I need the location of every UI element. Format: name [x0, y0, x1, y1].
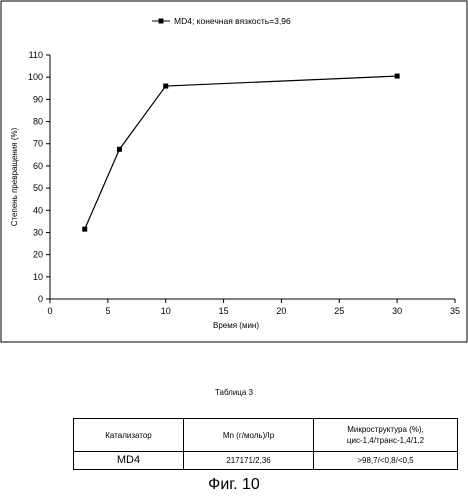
y-tick-label: 60	[33, 161, 43, 171]
y-tick-label: 20	[33, 250, 43, 260]
cell-microstructure: >98,7/<0,8/<0,5	[314, 452, 458, 470]
y-tick-label: 90	[33, 94, 43, 104]
results-table: Катализатор Mn (г/моль)/Ip Микроструктур…	[73, 418, 458, 470]
header-microstructure-line1: Микроструктура (%),	[317, 424, 454, 435]
header-catalyst: Катализатор	[74, 419, 184, 452]
y-tick-label: 10	[33, 272, 43, 282]
y-tick-label: 100	[28, 72, 43, 82]
y-axis-title: Степень превращения (%)	[10, 127, 19, 226]
y-tick-label: 110	[29, 50, 43, 60]
y-tick-label: 50	[33, 183, 43, 193]
x-tick-label: 30	[392, 306, 402, 316]
y-ticks: 0 10 20 30 40 50 60 70 80 90 100 110	[28, 50, 50, 304]
x-tick-label: 25	[334, 306, 344, 316]
y-tick-label: 0	[38, 294, 43, 304]
data-point	[395, 74, 400, 79]
header-microstructure-line2: цис-1,4/транс-1,4/1,2	[317, 435, 454, 446]
header-microstructure: Микроструктура (%), цис-1,4/транс-1,4/1,…	[314, 419, 458, 452]
data-point	[82, 227, 87, 232]
header-mn: Mn (г/моль)/Ip	[184, 419, 314, 452]
table-header-row: Катализатор Mn (г/моль)/Ip Микроструктур…	[74, 419, 458, 452]
conversion-chart: MD4; конечная вязкость=3,96 010203040506…	[0, 0, 468, 380]
cell-mn: 217171/2,36	[184, 452, 314, 470]
legend: MD4; конечная вязкость=3,96	[152, 16, 291, 26]
figure-caption: Фиг. 10	[0, 476, 468, 494]
x-tick-label: 10	[161, 306, 171, 316]
y-tick-label: 30	[33, 227, 43, 237]
chart-frame	[1, 1, 467, 342]
legend-label: MD4; конечная вязкость=3,96	[174, 16, 291, 26]
x-tick-label: 0	[47, 306, 52, 316]
y-tick-label: 70	[33, 139, 43, 149]
series-line	[85, 76, 397, 229]
series-points	[82, 74, 399, 232]
legend-marker	[159, 19, 164, 24]
x-axis-title: Время (мин)	[213, 321, 259, 330]
x-tick-label: 20	[276, 306, 286, 316]
y-tick-label: 80	[33, 117, 43, 127]
x-tick-label: 5	[105, 306, 110, 316]
y-tick-label: 40	[33, 205, 43, 215]
x-tick-label: 15	[219, 306, 229, 316]
data-point	[117, 147, 122, 152]
x-ticks: 0 5 10 15 20 25 30 35	[47, 299, 460, 316]
x-tick-label: 35	[450, 306, 460, 316]
cell-catalyst: MD4	[74, 452, 184, 470]
data-point	[163, 84, 168, 89]
table-caption: Таблица 3	[0, 388, 468, 397]
table-row: MD4 217171/2,36 >98,7/<0,8/<0,5	[74, 452, 458, 470]
